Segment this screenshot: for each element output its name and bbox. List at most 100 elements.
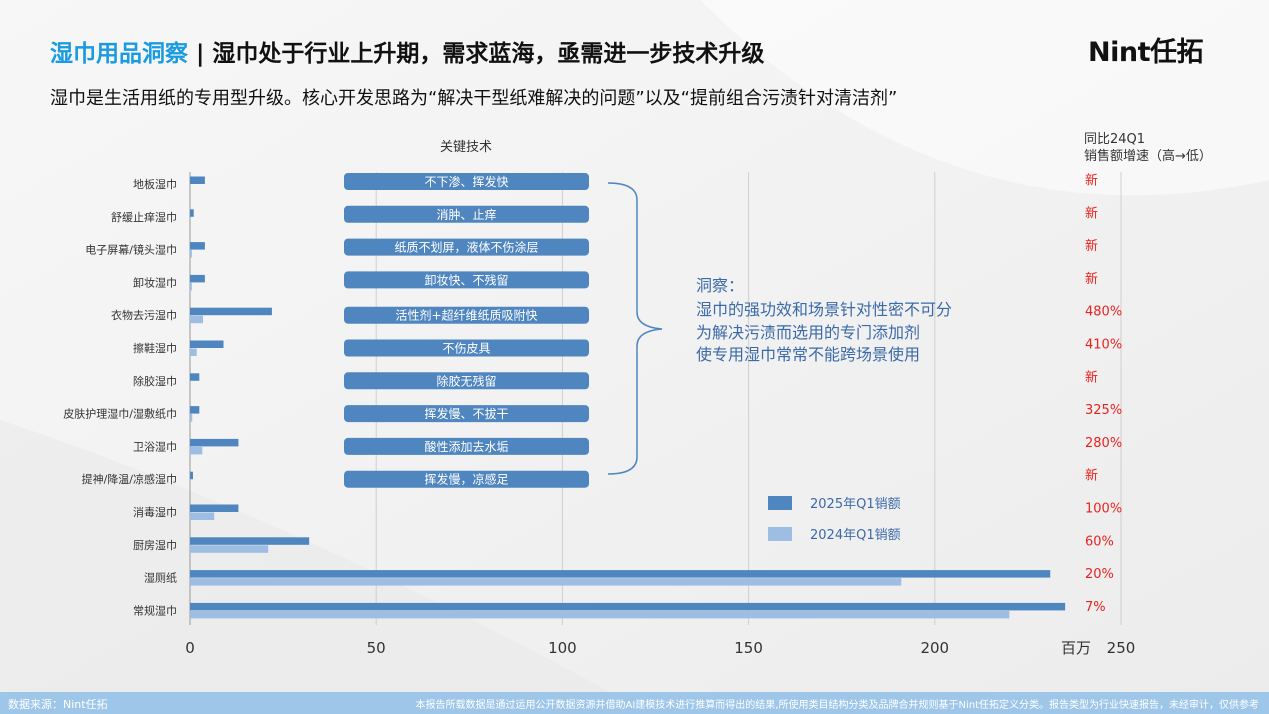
bars: [190, 176, 1066, 619]
bar-2024: [190, 446, 203, 455]
insight-line-2: 为解决污渍而选用的专门添加剂: [696, 323, 920, 342]
growth-label: 325%: [1085, 403, 1122, 418]
bar-2025: [190, 340, 224, 348]
technology-pills: 不下渗、挥发快消肿、止痒纸质不划屏，液体不伤涂层卸妆快、不残留活性剂+超纤维纸质…: [344, 173, 589, 488]
tech-pill-label: 酸性添加去水垢: [424, 439, 508, 454]
bar-2025: [190, 602, 1066, 611]
grid-lines: [189, 172, 1122, 625]
category-label: 除胶湿巾: [133, 374, 177, 388]
growth-label: 280%: [1085, 436, 1122, 451]
bar-2025: [190, 438, 239, 447]
category-label: 皮肤护理湿巾/湿敷纸巾: [63, 407, 177, 421]
growth-label: 新: [1085, 205, 1098, 221]
tech-pill-label: 活性剂+超纤维纸质吸附快: [395, 308, 537, 323]
x-tick-labels: 0 50 100 150 200 250: [185, 639, 1135, 657]
tech-header: 关键技术: [440, 140, 492, 155]
bar-2025: [190, 209, 194, 217]
title-topic: 湿巾用品洞察: [50, 41, 188, 67]
category-label: 消毒湿巾: [133, 505, 177, 519]
tech-pill: [344, 306, 589, 324]
tech-pill: [344, 205, 589, 223]
insight-line-1: 湿巾的强功效和场景针对性密不可分: [696, 300, 952, 319]
tech-pill: [344, 339, 589, 357]
footer-bar: 数据来源：Nint任拓 本报告所载数据是通过运用公开数据资源并借助AI建模技术进…: [0, 692, 1269, 714]
bar-2025: [190, 373, 200, 381]
category-label: 擦鞋湿巾: [133, 341, 177, 355]
bar-2025: [190, 570, 1051, 578]
tech-pill: [344, 437, 589, 455]
growth-label: 新: [1085, 468, 1098, 484]
growth-label: 新: [1085, 271, 1098, 287]
category-label: 提神/降温/凉感湿巾: [82, 472, 177, 486]
x-tick-label: 200: [920, 639, 949, 657]
bar-2024: [190, 348, 197, 356]
tech-pill-label: 不伤皮具: [442, 342, 490, 356]
data-source: 数据来源：Nint任拓: [8, 698, 108, 711]
x-tick-label: 50: [367, 639, 386, 657]
insight-brace: [607, 182, 663, 475]
tech-pill-label: 纸质不划屏，液体不伤涂层: [394, 240, 538, 255]
bar-2025: [190, 471, 193, 480]
growth-label: 新: [1085, 369, 1098, 385]
category-label: 电子屏幕/镜头湿巾: [85, 243, 177, 257]
tech-pill-label: 消肿、止痒: [436, 207, 496, 222]
legend-label-2025: 2025年Q1销额: [810, 497, 901, 512]
category-label: 地板湿巾: [133, 177, 177, 191]
bar-2024: [190, 610, 1010, 619]
bar-2025: [190, 274, 205, 283]
insight-line-3: 使专用湿巾常常不能跨场景使用: [696, 345, 920, 364]
growth-label: 100%: [1085, 502, 1122, 517]
growth-label: 60%: [1085, 534, 1114, 549]
growth-label: 20%: [1085, 567, 1114, 582]
growth-header-line-1: 同比24Q1: [1084, 132, 1145, 147]
x-tick-label: 250: [1107, 639, 1136, 657]
legend-swatch-2025: [768, 496, 792, 510]
insight-title: 洞察：: [696, 276, 744, 295]
tech-pill-label: 除胶无残留: [436, 373, 496, 388]
category-label: 厨房湿巾: [133, 538, 177, 552]
sales-bar-chart: 地板湿巾舒缓止痒湿巾电子屏幕/镜头湿巾卸妆湿巾衣物去污湿巾擦鞋湿巾除胶湿巾皮肤护…: [63, 132, 1212, 657]
x-tick-label: 150: [734, 639, 763, 657]
tech-pill: [344, 405, 589, 423]
tech-pill: [344, 238, 589, 256]
category-label: 舒缓止痒湿巾: [111, 210, 177, 224]
bar-2025: [190, 537, 310, 545]
bar-2024: [190, 414, 193, 422]
category-label: 卫浴湿巾: [133, 439, 177, 453]
unit-label: 百万: [1061, 639, 1091, 657]
brand-logo: Nint任拓: [1088, 37, 1203, 68]
bar-2025: [190, 307, 272, 316]
tech-pill-label: 挥发慢，凉感足: [424, 472, 508, 487]
tech-pill: [344, 470, 589, 488]
tech-pill: [344, 173, 589, 190]
bar-2024: [190, 315, 204, 324]
bar-2025: [190, 406, 200, 414]
category-label: 湿厕纸: [144, 572, 177, 585]
category-label: 卸妆湿巾: [133, 275, 177, 289]
x-tick-label: 100: [548, 639, 577, 657]
growth-label: 7%: [1085, 600, 1106, 615]
category-label: 衣物去污湿巾: [111, 308, 177, 322]
x-tick-label: 0: [185, 639, 195, 657]
growth-header-line-2: 销售额增速（高→低）: [1084, 148, 1212, 164]
category-label: 常规湿巾: [133, 603, 177, 617]
growth-label: 新: [1085, 238, 1098, 254]
growth-label: 410%: [1085, 338, 1122, 353]
tech-pill: [344, 372, 589, 390]
tech-pill-label: 挥发慢、不拔干: [424, 406, 508, 421]
bar-2025: [190, 504, 239, 512]
bar-2024: [190, 282, 192, 291]
disclaimer: 本报告所载数据是通过运用公开数据资源并借助AI建模技术进行推算而得出的结果,所使…: [415, 700, 1260, 711]
bar-2024: [190, 512, 215, 520]
bar-2024: [190, 578, 902, 586]
title-headline: | 湿巾处于行业上升期，需求蓝海，亟需进一步技术升级: [196, 41, 765, 67]
tech-pill: [344, 271, 589, 289]
bar-2025: [190, 242, 205, 250]
growth-label: 新: [1085, 173, 1098, 189]
growth-label: 480%: [1085, 305, 1122, 320]
category-labels: 地板湿巾舒缓止痒湿巾电子屏幕/镜头湿巾卸妆湿巾衣物去污湿巾擦鞋湿巾除胶湿巾皮肤护…: [63, 177, 177, 617]
tech-pill-label: 卸妆快、不残留: [424, 272, 508, 287]
legend: 2025年Q1销额 2024年Q1销额: [768, 496, 901, 543]
